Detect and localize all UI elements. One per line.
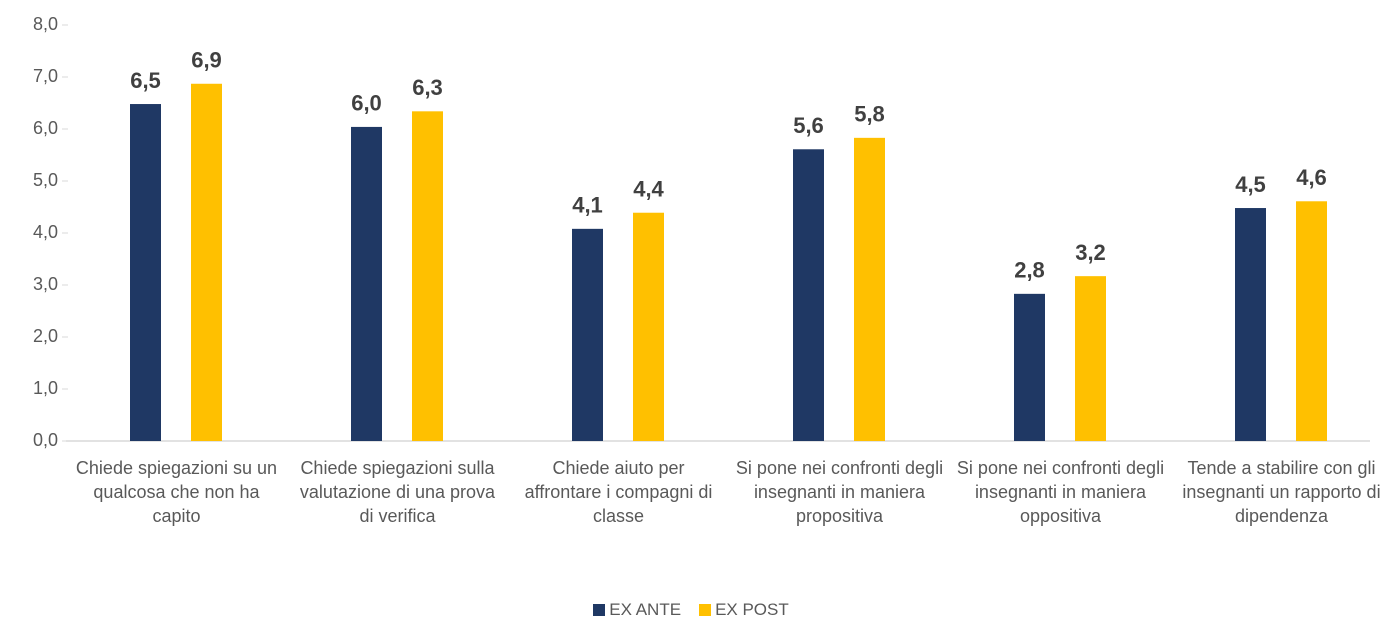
y-tick-label: 1,0	[33, 378, 58, 398]
data-label: 4,5	[1235, 172, 1266, 197]
data-label: 6,5	[130, 68, 161, 93]
y-tick-label: 6,0	[33, 118, 58, 138]
legend-item: EX POST	[699, 600, 789, 620]
bar	[351, 126, 382, 442]
y-tick-label: 2,0	[33, 326, 58, 346]
bar	[412, 111, 443, 441]
data-label: 3,2	[1075, 240, 1106, 265]
data-label: 4,6	[1296, 165, 1327, 190]
legend-item: EX ANTE	[593, 600, 681, 620]
bar	[191, 83, 222, 441]
x-tick-label: Si pone nei confronti degli insegnanti i…	[735, 458, 944, 526]
bar	[1075, 276, 1106, 441]
data-label: 4,4	[633, 177, 664, 202]
x-tick-label: Si pone nei confronti degli insegnanti i…	[956, 458, 1165, 526]
y-tick-label: 5,0	[33, 170, 58, 190]
data-label: 6,3	[412, 75, 443, 100]
legend-swatch	[699, 604, 712, 616]
bar	[1296, 201, 1327, 441]
x-tick-label: Chiede spiegazioni su un qualcosa che no…	[75, 458, 278, 526]
data-label: 6,9	[191, 48, 222, 73]
data-label: 6,0	[351, 91, 382, 116]
y-tick-label: 4,0	[33, 222, 58, 242]
legend-label: EX ANTE	[609, 600, 682, 619]
x-tick-label: Tende a stabilire con gli insegnanti un …	[1182, 458, 1381, 526]
data-label: 4,1	[572, 193, 603, 218]
data-label: 5,8	[854, 102, 885, 127]
bar	[854, 137, 885, 441]
bar	[1235, 208, 1266, 441]
bar	[1014, 293, 1045, 441]
bar	[130, 104, 161, 441]
bar	[633, 212, 664, 441]
data-label: 5,6	[793, 113, 824, 138]
y-tick-label: 3,0	[33, 274, 58, 294]
legend-label: EX POST	[715, 600, 789, 619]
y-tick-label: 8,0	[33, 14, 58, 34]
data-label: 2,8	[1014, 258, 1045, 283]
bar	[572, 228, 603, 441]
bar	[793, 149, 824, 441]
x-tick-label: Chiede aiuto per affrontare i compagni d…	[524, 458, 713, 526]
y-tick-label: 7,0	[33, 66, 58, 86]
y-tick-label: 0,0	[33, 430, 58, 450]
legend: EX ANTE EX POST	[0, 600, 1382, 620]
legend-swatch	[593, 604, 606, 616]
x-tick-label: Chiede spiegazioni sulla valutazione di …	[299, 458, 496, 526]
